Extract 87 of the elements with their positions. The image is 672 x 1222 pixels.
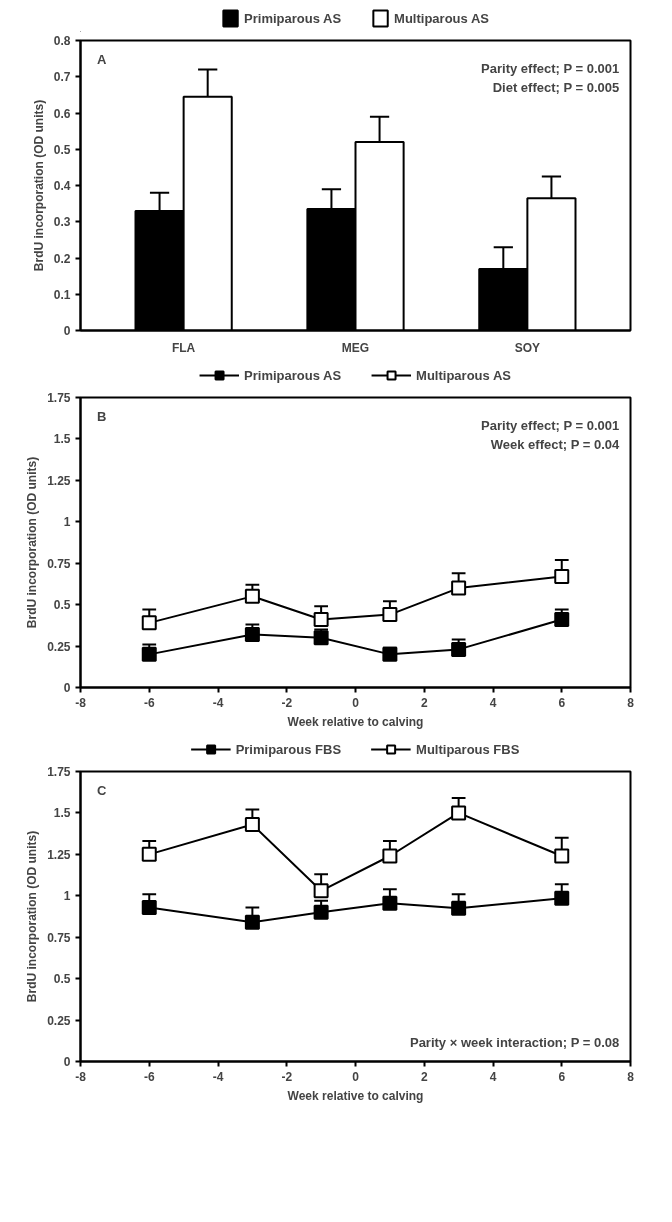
- x-tick-label: -2: [281, 695, 293, 710]
- point: [313, 904, 329, 920]
- point: [141, 846, 157, 862]
- y-tick-label: 0.1: [53, 287, 71, 302]
- point: [554, 568, 570, 584]
- annotation: Diet effect; P = 0.005: [492, 79, 620, 95]
- y-tick-label: 0.3: [53, 215, 71, 230]
- annotation: Week effect; P = 0.04: [490, 436, 621, 452]
- y-tick-label: 0.75: [47, 930, 71, 945]
- y-tick-label: 1: [63, 515, 71, 530]
- point: [244, 817, 260, 833]
- x-tick-label: -4: [212, 1069, 224, 1084]
- y-tick-label: 1.25: [47, 847, 71, 862]
- point: [313, 630, 329, 646]
- y-tick-label: 1.5: [53, 432, 71, 447]
- x-tick-label: 2: [420, 695, 428, 710]
- point: [451, 580, 467, 596]
- x-tick-label: SOY: [514, 340, 541, 355]
- point: [382, 848, 398, 864]
- annotation: B: [97, 409, 107, 425]
- point: [244, 588, 260, 604]
- point: [141, 899, 157, 915]
- legend-label: Multiparous AS: [394, 10, 489, 26]
- x-axis-title: Week relative to calving: [287, 1088, 424, 1103]
- y-tick-label: 0.25: [47, 1013, 71, 1028]
- y-tick-label: 1.5: [53, 806, 71, 821]
- y-tick-label: 1.75: [47, 765, 71, 779]
- x-tick-label: 0: [352, 1069, 360, 1084]
- y-tick-label: 1.25: [47, 473, 71, 488]
- legend-label: Primiparous FBS: [235, 741, 342, 757]
- annotation: Parity effect; P = 0.001: [481, 417, 620, 433]
- y-tick-label: 0.5: [53, 598, 71, 613]
- x-tick-label: 2: [420, 1069, 428, 1084]
- legend-label: Multiparous FBS: [416, 741, 520, 757]
- annotation: Parity effect; P = 0.001: [481, 60, 620, 76]
- x-tick-label: FLA: [171, 340, 196, 355]
- x-tick-label: -6: [143, 695, 155, 710]
- y-tick-label: 0: [63, 1055, 71, 1069]
- x-tick-label: -8: [75, 1069, 87, 1084]
- y-tick-label: 0.75: [47, 556, 71, 571]
- y-tick-label: 0.2: [53, 251, 71, 266]
- y-tick-label: 0: [63, 324, 71, 338]
- y-tick-label: 0.8: [53, 34, 71, 48]
- y-tick-label: 1.75: [47, 391, 71, 405]
- point: [554, 890, 570, 906]
- x-tick-label: -2: [281, 1069, 293, 1084]
- point: [313, 612, 329, 628]
- y-axis-title: BrdU incorporation (OD units): [25, 830, 40, 1003]
- point: [141, 615, 157, 631]
- point: [554, 848, 570, 864]
- legend-label: Primiparous AS: [244, 367, 342, 383]
- y-tick-label: 0.6: [53, 106, 71, 121]
- annotation: Parity × week interaction; P = 0.08: [409, 1034, 620, 1050]
- y-tick-label: 0.5: [53, 972, 71, 987]
- y-tick-label: 1: [63, 889, 71, 904]
- point: [244, 626, 260, 642]
- x-tick-label: 6: [558, 1069, 566, 1084]
- y-tick-label: 0: [63, 681, 71, 695]
- y-tick-label: 0.7: [53, 70, 71, 85]
- y-axis-title: BrdU incorporation (OD units): [31, 99, 46, 272]
- point: [382, 607, 398, 623]
- y-tick-label: 0.4: [53, 179, 71, 193]
- point: [451, 641, 467, 657]
- x-tick-label: 6: [558, 695, 566, 710]
- y-tick-label: 0.5: [53, 142, 71, 157]
- point: [451, 805, 467, 821]
- point: [244, 914, 260, 930]
- point: [451, 900, 467, 916]
- x-tick-label: MEG: [341, 340, 370, 355]
- legend-label: Primiparous AS: [244, 10, 342, 26]
- annotation: C: [97, 783, 107, 799]
- x-tick-label: 4: [489, 1069, 497, 1084]
- x-tick-label: 0: [352, 695, 360, 710]
- y-tick-label: 0.25: [47, 639, 71, 654]
- point: [313, 883, 329, 899]
- annotation: A: [97, 52, 107, 68]
- x-tick-label: -6: [143, 1069, 155, 1084]
- x-tick-label: -4: [212, 695, 224, 710]
- point: [554, 612, 570, 628]
- x-tick-label: 8: [627, 695, 635, 710]
- x-axis-title: Week relative to calving: [287, 714, 424, 729]
- legend-label: Multiparous AS: [416, 367, 511, 383]
- y-axis-title: BrdU incorporation (OD units): [25, 456, 40, 629]
- x-tick-label: 4: [489, 695, 497, 710]
- x-tick-label: -8: [75, 695, 87, 710]
- point: [382, 895, 398, 911]
- x-tick-label: 8: [627, 1069, 635, 1084]
